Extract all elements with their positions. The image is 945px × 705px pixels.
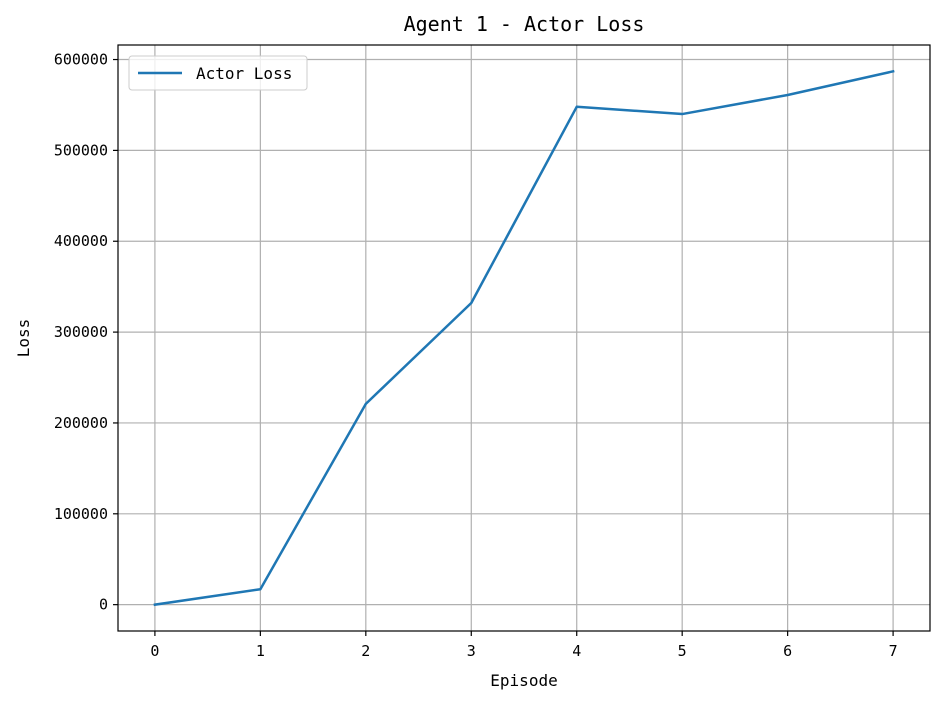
legend-box bbox=[128, 55, 308, 91]
y-tick-label: 200000 bbox=[54, 414, 108, 432]
x-axis-label: Episode bbox=[490, 671, 557, 690]
series-layer bbox=[153, 69, 895, 607]
x-tick-label: 1 bbox=[256, 642, 265, 660]
x-tick-label: 5 bbox=[678, 642, 687, 660]
y-tick-label: 300000 bbox=[54, 323, 108, 341]
y-tick-label: 600000 bbox=[54, 51, 108, 69]
chart-title: Agent 1 - Actor Loss bbox=[404, 12, 645, 36]
axis-ticks: 0 1 2 3 4 5 6 7 0 100000 200000 300000 400000 500000 6… bbox=[54, 51, 898, 660]
x-tick-label: 0 bbox=[150, 642, 159, 660]
y-tick-label: 100000 bbox=[54, 505, 108, 523]
legend: Actor Loss bbox=[128, 55, 308, 91]
x-tick-label: 7 bbox=[889, 642, 898, 660]
y-tick-label: 0 bbox=[99, 596, 108, 614]
legend-label-actor-loss: Actor Loss bbox=[196, 64, 292, 83]
series-line-actor-loss bbox=[153, 69, 895, 607]
x-tick-label: 4 bbox=[572, 642, 581, 660]
y-tick-label: 500000 bbox=[54, 141, 108, 159]
x-tick-label: 6 bbox=[783, 642, 792, 660]
x-tick-label: 2 bbox=[361, 642, 370, 660]
y-tick-label: 400000 bbox=[54, 232, 108, 250]
grid-lines bbox=[118, 45, 930, 631]
y-axis-label: Loss bbox=[14, 319, 33, 358]
x-tick-label: 3 bbox=[467, 642, 476, 660]
plot-area-frame bbox=[117, 44, 931, 632]
